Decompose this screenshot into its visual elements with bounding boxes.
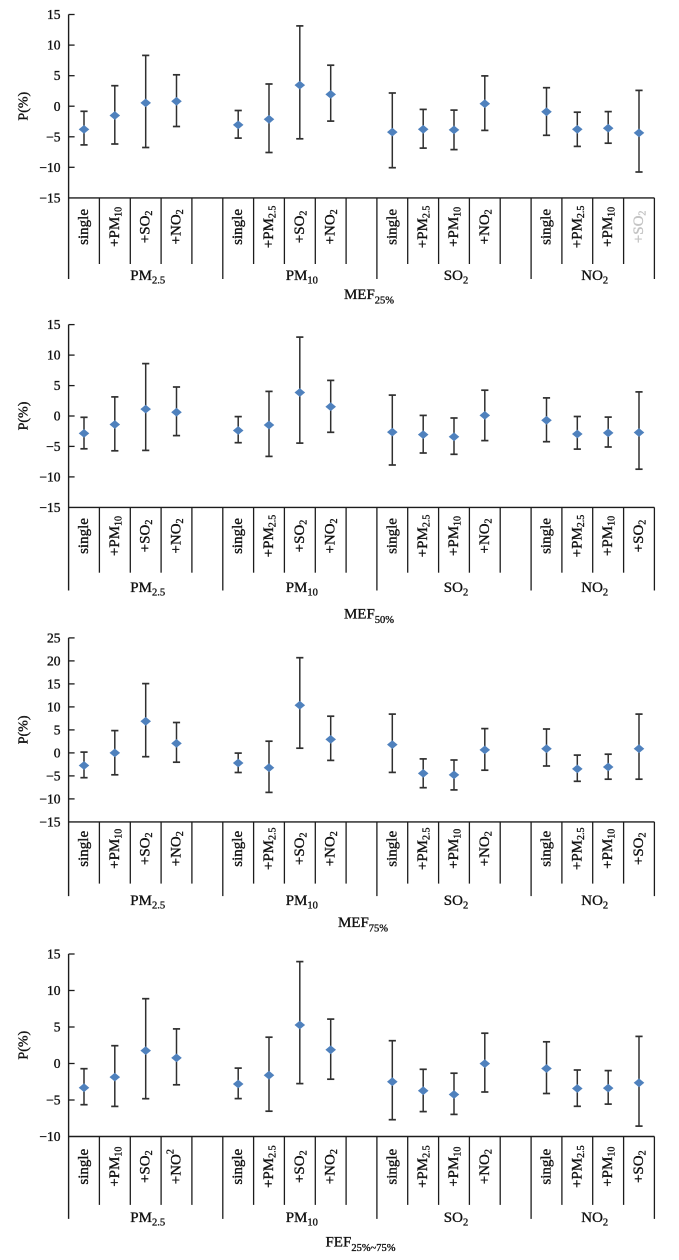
svg-text:−15: −15 [39, 815, 60, 830]
svg-text:SO2: SO2 [444, 893, 468, 912]
svg-text:5: 5 [54, 378, 61, 393]
svg-text:NO2: NO2 [581, 268, 608, 287]
svg-text:5: 5 [54, 723, 61, 738]
svg-text:10: 10 [47, 348, 61, 363]
svg-text:15: 15 [47, 317, 61, 332]
svg-text:+SO2: +SO2 [631, 520, 648, 553]
svg-text:+SO2: +SO2 [138, 832, 155, 865]
svg-text:+SO2: +SO2 [292, 1150, 309, 1183]
svg-text:single: single [230, 518, 246, 554]
svg-text:single: single [539, 831, 555, 867]
svg-text:25: 25 [47, 631, 61, 646]
svg-text:20: 20 [47, 654, 61, 669]
svg-text:−5: −5 [46, 1093, 61, 1108]
svg-text:+NO2: +NO2 [477, 518, 494, 553]
svg-text:+NO2: +NO2 [165, 1149, 185, 1184]
svg-text:SO2: SO2 [444, 580, 468, 599]
svg-text:10: 10 [47, 38, 61, 53]
svg-text:NO2: NO2 [581, 580, 608, 599]
svg-text:+SO2: +SO2 [292, 832, 309, 865]
svg-text:15: 15 [47, 677, 61, 692]
svg-text:+NO2: +NO2 [477, 831, 494, 866]
svg-text:single: single [384, 518, 400, 554]
svg-text:NO2: NO2 [581, 893, 608, 912]
svg-text:+NO2: +NO2 [477, 1149, 494, 1184]
svg-text:SO2: SO2 [444, 268, 468, 287]
svg-text:+SO2: +SO2 [292, 211, 309, 244]
svg-text:+SO2: +SO2 [138, 1150, 155, 1183]
svg-text:+NO2: +NO2 [169, 209, 186, 244]
svg-text:single: single [76, 1148, 92, 1184]
svg-text:P(%): P(%) [17, 401, 32, 430]
svg-text:−5: −5 [46, 439, 61, 454]
svg-text:NO2: NO2 [581, 1210, 608, 1229]
svg-text:P(%): P(%) [17, 715, 32, 744]
svg-text:0: 0 [54, 99, 61, 114]
svg-text:+SO2: +SO2 [631, 211, 648, 244]
svg-text:+SO2: +SO2 [138, 211, 155, 244]
svg-text:15: 15 [47, 947, 61, 962]
svg-text:0: 0 [54, 1056, 61, 1071]
svg-text:single: single [539, 209, 555, 245]
svg-text:+PM10: +PM10 [446, 1147, 463, 1187]
svg-text:0: 0 [54, 746, 61, 761]
svg-text:+NO2: +NO2 [323, 209, 340, 244]
svg-text:−15: −15 [39, 500, 60, 515]
svg-text:single: single [539, 518, 555, 554]
svg-text:+NO2: +NO2 [323, 1149, 340, 1184]
svg-text:+NO2: +NO2 [169, 831, 186, 866]
svg-text:single: single [76, 518, 92, 554]
svg-text:single: single [230, 209, 246, 245]
svg-text:P(%): P(%) [17, 1030, 32, 1059]
svg-text:single: single [76, 831, 92, 867]
svg-text:P(%): P(%) [17, 91, 32, 120]
svg-text:−15: −15 [39, 191, 60, 206]
svg-text:+PM10: +PM10 [107, 1147, 124, 1187]
svg-text:single: single [76, 209, 92, 245]
svg-text:+SO2: +SO2 [631, 832, 648, 865]
svg-text:+NO2: +NO2 [323, 518, 340, 553]
svg-text:+NO2: +NO2 [477, 209, 494, 244]
svg-text:−5: −5 [46, 769, 61, 784]
svg-text:5: 5 [54, 68, 61, 83]
svg-text:SO2: SO2 [444, 1210, 468, 1229]
svg-text:single: single [384, 209, 400, 245]
svg-text:+SO2: +SO2 [292, 520, 309, 553]
svg-text:single: single [384, 831, 400, 867]
svg-text:single: single [539, 1148, 555, 1184]
svg-text:−10: −10 [39, 1129, 60, 1144]
svg-text:+SO2: +SO2 [138, 520, 155, 553]
svg-text:+PM10: +PM10 [600, 1147, 617, 1187]
svg-text:single: single [230, 831, 246, 867]
svg-text:single: single [230, 1148, 246, 1184]
svg-text:5: 5 [54, 1020, 61, 1035]
svg-text:single: single [384, 1148, 400, 1184]
svg-text:−10: −10 [39, 470, 60, 485]
svg-text:−10: −10 [39, 792, 60, 807]
svg-text:10: 10 [47, 983, 61, 998]
svg-text:−5: −5 [46, 129, 61, 144]
svg-text:+NO2: +NO2 [323, 831, 340, 866]
svg-text:+NO2: +NO2 [169, 518, 186, 553]
svg-text:−10: −10 [39, 160, 60, 175]
svg-text:15: 15 [47, 7, 61, 22]
svg-text:+SO2: +SO2 [631, 1150, 648, 1183]
svg-text:0: 0 [54, 409, 61, 424]
svg-text:10: 10 [47, 700, 61, 715]
